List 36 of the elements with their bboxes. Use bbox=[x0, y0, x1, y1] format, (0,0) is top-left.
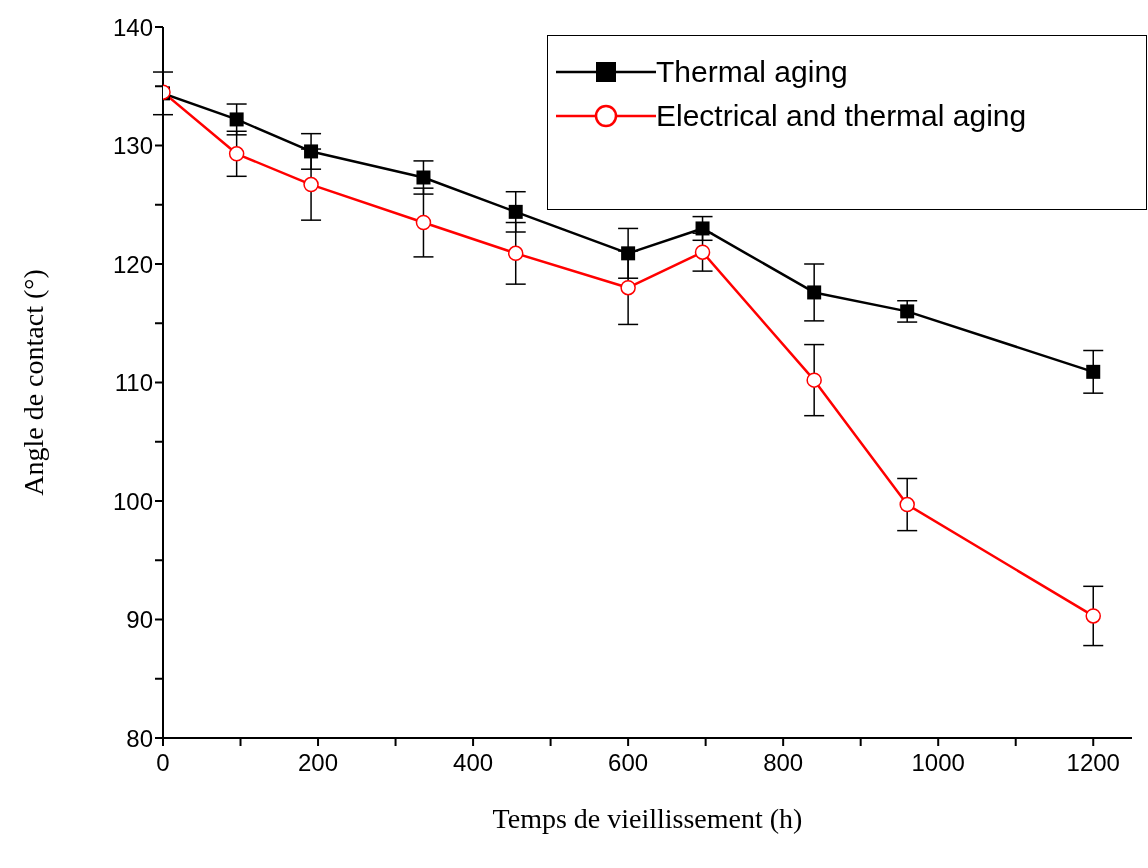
point bbox=[806, 372, 822, 388]
x-axis-title: Temps de vieillissement (h) bbox=[492, 803, 803, 834]
point bbox=[695, 221, 710, 236]
legend-label: Electrical and thermal aging bbox=[656, 99, 1027, 133]
point bbox=[415, 214, 432, 231]
y-tick-label: 100 bbox=[112, 487, 153, 515]
x-tick-label: 200 bbox=[298, 749, 339, 777]
x-tick-label: 1200 bbox=[1066, 749, 1120, 777]
legend-label: Thermal aging bbox=[656, 55, 848, 89]
y-axis-title: Angle de contact (°) bbox=[17, 269, 49, 496]
point bbox=[229, 112, 244, 127]
x-tick-label: 1000 bbox=[911, 749, 965, 777]
x-tick-label: 0 bbox=[156, 749, 170, 777]
y-tick-label: 140 bbox=[112, 13, 153, 41]
point bbox=[1086, 364, 1101, 379]
y-tick-label: 120 bbox=[112, 250, 153, 278]
y-tick-label: 80 bbox=[126, 724, 153, 752]
point bbox=[694, 244, 711, 260]
point bbox=[900, 304, 915, 319]
x-tick-label: 800 bbox=[763, 749, 804, 777]
point bbox=[508, 204, 523, 219]
point bbox=[304, 144, 319, 159]
point bbox=[899, 496, 915, 513]
y-tick-label: 130 bbox=[112, 132, 153, 160]
x-tick-label: 400 bbox=[453, 749, 494, 777]
x-tick-label: 600 bbox=[608, 749, 649, 777]
point bbox=[620, 279, 636, 296]
point bbox=[807, 285, 822, 300]
y-tick-label: 110 bbox=[114, 369, 153, 397]
point bbox=[507, 245, 524, 262]
point bbox=[303, 176, 319, 193]
point bbox=[1085, 608, 1101, 624]
point bbox=[228, 146, 245, 162]
point bbox=[621, 246, 636, 261]
y-tick-label: 90 bbox=[126, 606, 153, 634]
point bbox=[416, 170, 431, 185]
